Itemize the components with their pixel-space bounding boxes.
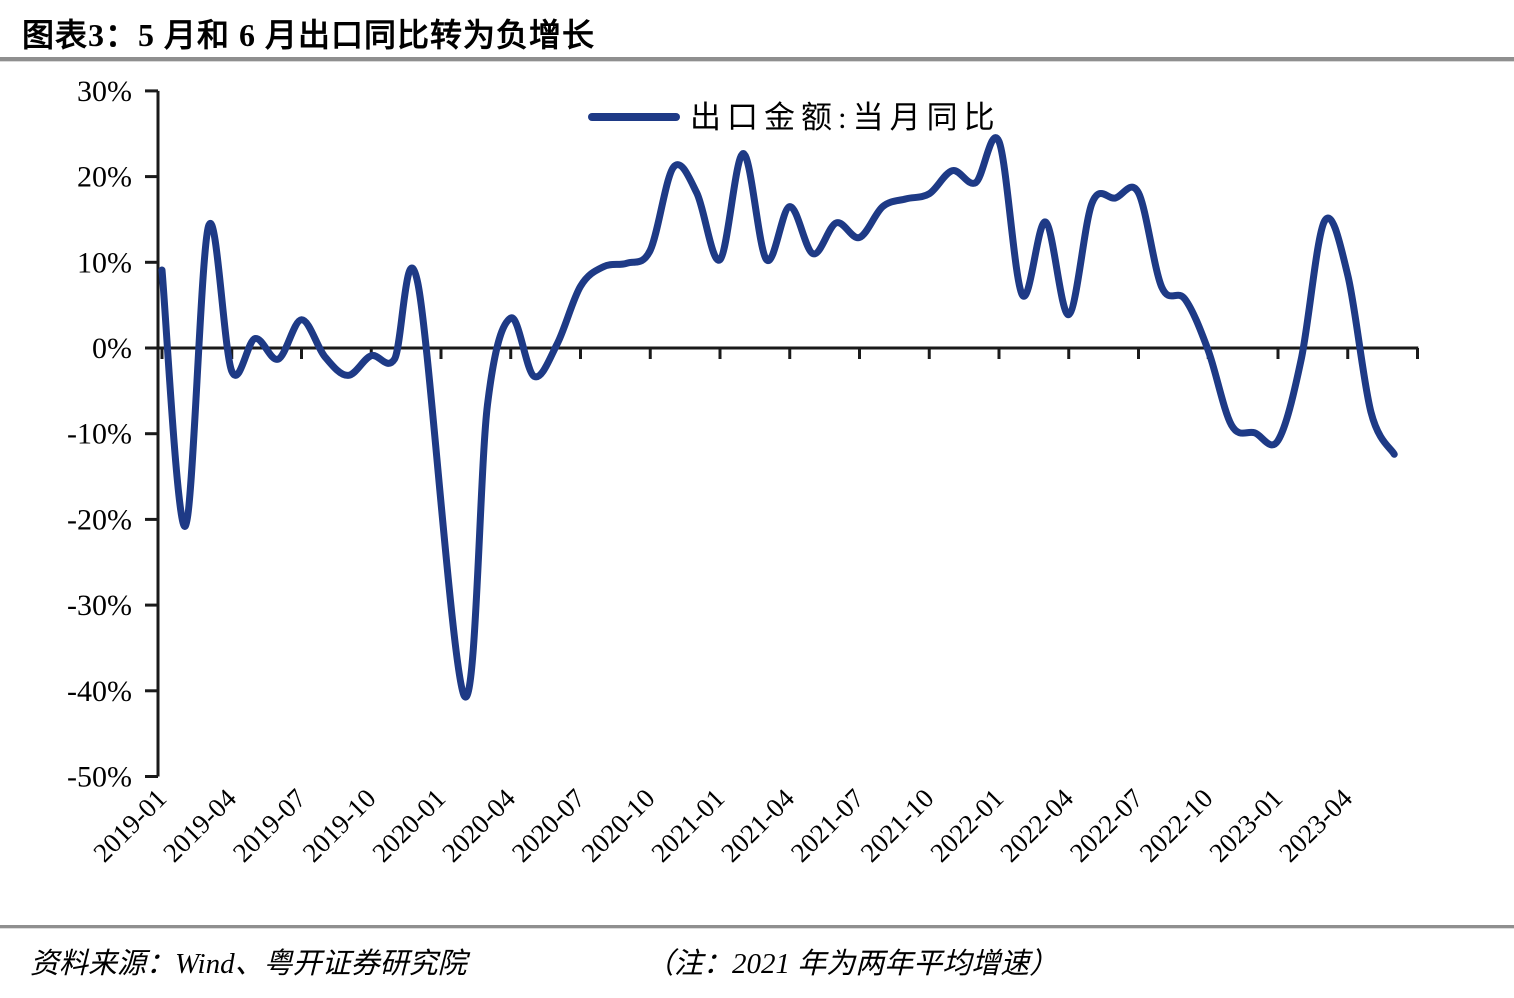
note-text: （注：2021 年为两年平均增速） [645, 948, 1059, 980]
x-axis-tick-label: 2022-10 [1134, 783, 1219, 868]
x-axis-tick-label: 2022-07 [1064, 783, 1149, 868]
x-axis-tick-label: 2020-01 [366, 783, 451, 868]
x-axis-tick-label: 2019-07 [227, 783, 312, 868]
y-axis-tick-label: -40% [67, 675, 132, 708]
x-axis-tick-label: 2021-01 [645, 783, 730, 868]
y-axis-tick-label: 20% [77, 161, 132, 194]
x-axis-tick-label: 2022-01 [924, 783, 1009, 868]
x-axis-tick-label: 2020-10 [576, 783, 661, 868]
figure-title: 图表3：5 月和 6 月出口同比转为负增长 [22, 17, 596, 53]
x-axis-tick-label: 2020-04 [436, 783, 521, 868]
title-divider [0, 57, 1514, 62]
y-axis-tick-label: 0% [92, 332, 132, 365]
legend-label: 出口金额:当月同比 [690, 100, 1001, 135]
x-axis-tick-label: 2021-04 [715, 783, 800, 868]
footer-divider [0, 925, 1514, 929]
source-text: 资料来源：Wind、粤开证券研究院 [30, 948, 467, 980]
x-axis-tick-label: 2020-07 [506, 783, 591, 868]
export-yoy-series-line [158, 134, 1398, 701]
x-axis-tick-label: 2023-01 [1203, 783, 1288, 868]
figure-footer: 资料来源：Wind、粤开证券研究院 （注：2021 年为两年平均增速） [0, 940, 1514, 990]
y-axis-tick-label: 30% [77, 75, 132, 108]
y-axis-tick-label: -20% [67, 503, 132, 536]
y-axis-tick-label: -10% [67, 418, 132, 451]
x-axis-tick-label: 2019-04 [157, 783, 242, 868]
y-axis-tick-label: -50% [67, 761, 132, 794]
x-axis-tick-label: 2023-04 [1273, 783, 1358, 868]
x-axis-tick-label: 2021-10 [855, 783, 940, 868]
x-axis-tick-label: 2022-04 [994, 783, 1079, 868]
x-axis-tick-label: 2019-01 [87, 783, 172, 868]
x-axis-tick-label: 2021-07 [785, 783, 870, 868]
y-axis-tick-label: 10% [77, 246, 132, 279]
y-axis-tick-label: -30% [67, 589, 132, 622]
x-axis-tick-label: 2019-10 [297, 783, 382, 868]
